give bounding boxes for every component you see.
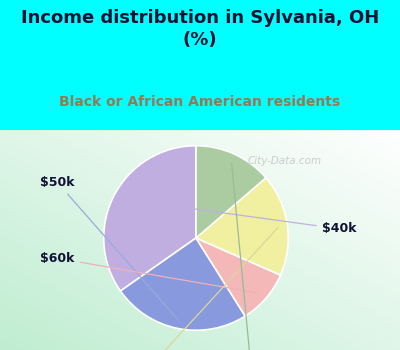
Wedge shape [196, 238, 280, 316]
Text: $60k: $60k [40, 252, 258, 293]
Wedge shape [120, 238, 245, 330]
Text: $30k: $30k [232, 163, 268, 350]
Text: $50k: $50k [40, 176, 178, 319]
Text: City-Data.com: City-Data.com [248, 156, 322, 166]
Wedge shape [104, 146, 196, 291]
Text: Income distribution in Sylvania, OH
(%): Income distribution in Sylvania, OH (%) [21, 9, 379, 49]
Text: Black or African American residents: Black or African American residents [60, 94, 340, 108]
Wedge shape [196, 146, 266, 238]
Wedge shape [196, 178, 288, 275]
Text: $100k: $100k [124, 228, 278, 350]
Text: $40k: $40k [124, 199, 356, 235]
